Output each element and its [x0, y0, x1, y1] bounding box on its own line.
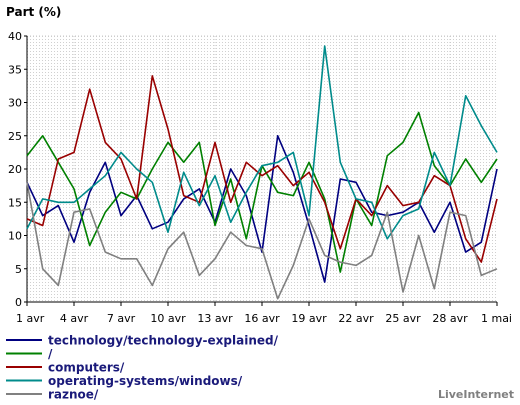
series-line-3 — [26, 75, 498, 263]
legend-label-2: / — [48, 347, 53, 361]
y-tick-label: 10 — [8, 230, 22, 243]
footer-brand: LiveInternet — [438, 388, 514, 401]
y-tick-label: 40 — [8, 30, 22, 43]
x-tick-label: 25 avr — [385, 312, 421, 325]
y-tick-label: 5 — [15, 263, 22, 276]
x-tick-label: 4 avr — [60, 312, 89, 325]
x-tick-label: 28 avr — [432, 312, 468, 325]
y-tick-label: 20 — [8, 163, 22, 176]
x-tick-label: 1 avr — [16, 312, 45, 325]
x-tick-label: 22 avr — [338, 312, 374, 325]
y-tick-label: 35 — [8, 63, 22, 76]
series-line-5 — [26, 182, 498, 300]
y-tick-label: 0 — [15, 296, 22, 309]
legend-label-3: computers/ — [48, 361, 125, 375]
x-tick-label: 7 avr — [107, 312, 136, 325]
series-line-4 — [26, 45, 498, 240]
legend-label-4: operating-systems/windows/ — [48, 374, 243, 388]
y-axis-title: Part (%) — [6, 5, 61, 19]
x-tick-label: 1 mai — [481, 312, 512, 325]
legend-label-5: raznoe/ — [48, 388, 99, 402]
x-tick-label: 13 avr — [197, 312, 233, 325]
legend-label-1: technology/technology-explained/ — [48, 334, 279, 348]
y-tick-label: 25 — [8, 130, 22, 143]
x-tick-label: 10 avr — [150, 312, 186, 325]
y-tick-label: 30 — [8, 97, 22, 110]
x-tick-label: 16 avr — [244, 312, 280, 325]
x-tick-label: 19 avr — [291, 312, 327, 325]
y-tick-label: 15 — [8, 196, 22, 209]
